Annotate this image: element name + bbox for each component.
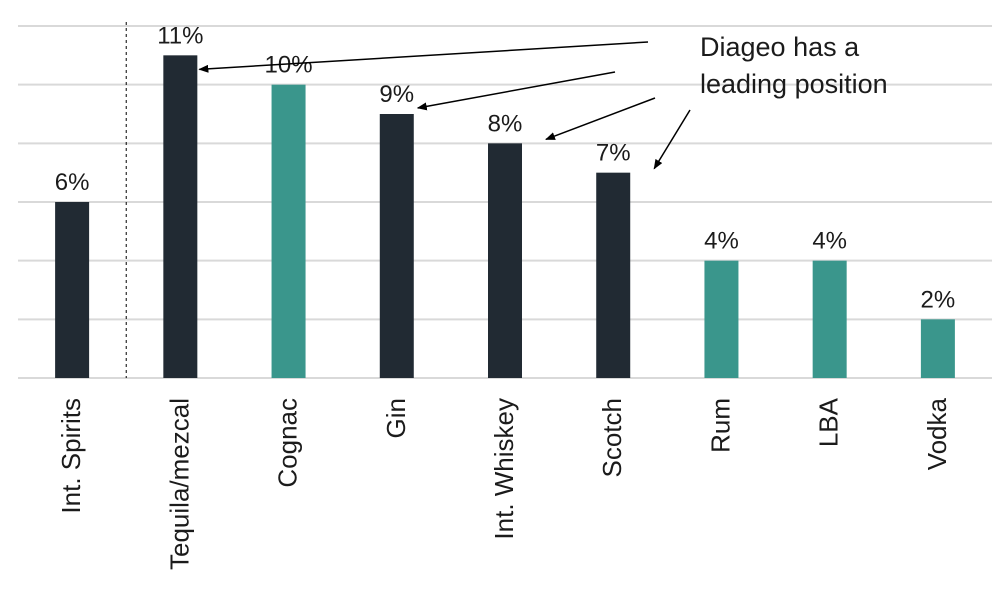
bar <box>596 172 631 378</box>
data-label: 11% <box>157 22 203 49</box>
data-label: 2% <box>921 286 956 313</box>
x-tick-label: Tequila/mezcal <box>164 398 194 570</box>
bars <box>55 55 955 379</box>
annotation-arrow <box>416 71 616 111</box>
data-label: 4% <box>812 228 847 255</box>
x-tick-label: Int. Spirits <box>56 398 86 514</box>
bar <box>812 260 847 378</box>
bar <box>163 55 198 378</box>
data-label: 6% <box>55 169 90 196</box>
x-axis-labels: Int. Spirits Tequila/mezcal Cognac Gin Int. … <box>56 397 952 570</box>
bar <box>920 319 955 378</box>
bar <box>55 202 90 378</box>
x-tick-label: Rum <box>705 398 735 453</box>
x-tick-label: Gin <box>381 398 411 438</box>
annotation-text-line-1: Diageo has a <box>700 32 860 62</box>
annotation-arrow <box>198 41 649 73</box>
data-label: 4% <box>704 228 739 255</box>
x-tick-label: Vodka <box>922 397 952 470</box>
annotation-text-line-2: leading position <box>700 69 888 99</box>
annotation-arrow <box>653 109 691 170</box>
annotation-arrow <box>545 97 656 141</box>
data-label: 9% <box>379 81 414 108</box>
x-tick-label: Int. Whiskey <box>489 398 519 540</box>
annotation-arrows <box>198 41 691 170</box>
x-tick-label: LBA <box>814 397 844 447</box>
data-label: 7% <box>596 140 631 167</box>
annotation: Diageo has a leading position <box>198 32 888 170</box>
bar <box>488 143 522 378</box>
x-tick-label: Cognac <box>273 398 303 488</box>
bar <box>379 114 414 378</box>
bar <box>271 84 306 379</box>
x-tick-label: Scotch <box>597 398 627 478</box>
bar <box>704 260 739 378</box>
data-label: 8% <box>488 110 523 137</box>
